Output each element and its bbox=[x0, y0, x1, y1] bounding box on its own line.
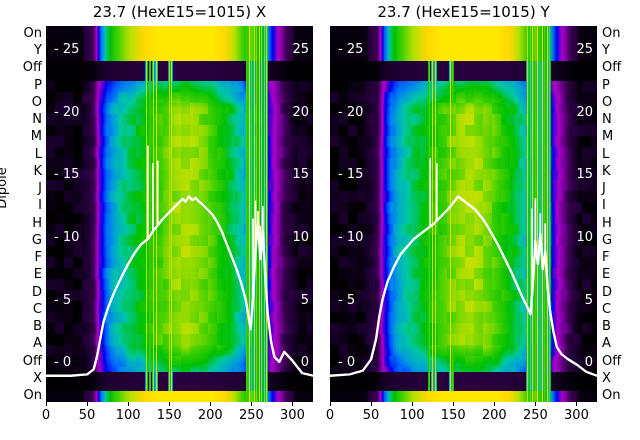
category-axis-left: On Y Off P O N M L K J I H G F E D C B A Off X On bbox=[4, 26, 44, 402]
category-label-x-20: X bbox=[602, 370, 611, 386]
category-label-g-12: G bbox=[602, 232, 613, 248]
x-tick-x-200 bbox=[210, 402, 212, 406]
category-label-p-3: P bbox=[34, 77, 42, 93]
x-tick-label-x-250: 250 bbox=[238, 408, 264, 423]
category-label-c-16: C bbox=[32, 301, 42, 317]
category-label-j-9: J bbox=[38, 181, 42, 197]
category-label-y-1: Y bbox=[34, 43, 42, 59]
x-tick-label-y-200: 200 bbox=[481, 408, 507, 423]
x-tick-y-50 bbox=[371, 402, 373, 406]
category-label-f-13: F bbox=[34, 250, 42, 266]
x-tick-y-150 bbox=[453, 402, 455, 406]
x-tick-x-50 bbox=[87, 402, 89, 406]
category-label-m-6: M bbox=[602, 129, 614, 145]
category-label-off-2: Off bbox=[602, 60, 622, 76]
x-tick-x-250 bbox=[251, 402, 253, 406]
category-label-c-16: C bbox=[602, 301, 612, 317]
category-label-i-10: I bbox=[38, 198, 42, 214]
category-label-n-5: N bbox=[32, 112, 42, 128]
category-label-on-0: On bbox=[23, 26, 42, 41]
x-tick-y-300 bbox=[576, 402, 578, 406]
category-label-f-13: F bbox=[602, 250, 610, 266]
category-label-a-18: A bbox=[33, 336, 42, 352]
category-axis-right: On Y Off P O N M L K J I H G F E D C B A Off X On bbox=[598, 26, 638, 402]
x-tick-y-0 bbox=[330, 402, 331, 406]
category-label-a-18: A bbox=[602, 336, 611, 352]
category-label-on-21: On bbox=[602, 388, 621, 403]
category-label-b-17: B bbox=[602, 319, 611, 335]
category-label-b-17: B bbox=[33, 319, 42, 335]
category-label-n-5: N bbox=[602, 112, 612, 128]
x-tick-y-250 bbox=[535, 402, 537, 406]
x-tick-label-x-150: 150 bbox=[156, 408, 182, 423]
category-label-i-10: I bbox=[602, 198, 606, 214]
x-tick-label-x-50: 50 bbox=[78, 408, 96, 423]
category-label-p-3: P bbox=[602, 77, 610, 93]
category-label-g-12: G bbox=[31, 232, 42, 248]
x-tick-label-y-0: 0 bbox=[325, 408, 335, 423]
category-label-j-9: J bbox=[602, 181, 606, 197]
x-axis-left: 0 50 100 150 200 250 300 bbox=[42, 402, 313, 432]
heatmap-panel-y[interactable]: 25 20 15 10 5 0- 25- 20- 15- 10- 5- 0 bbox=[330, 26, 597, 402]
category-label-x-20: X bbox=[33, 370, 42, 386]
x-tick-label-y-150: 150 bbox=[440, 408, 466, 423]
heatmap-image-x bbox=[46, 26, 313, 402]
category-label-on-21: On bbox=[23, 388, 42, 403]
category-label-l-7: L bbox=[602, 146, 610, 162]
category-label-h-11: H bbox=[602, 215, 612, 231]
category-label-off-19: Off bbox=[22, 353, 42, 369]
x-tick-label-x-0: 0 bbox=[41, 408, 51, 423]
category-label-d-15: D bbox=[31, 284, 42, 300]
x-tick-x-150 bbox=[169, 402, 171, 406]
category-label-l-7: L bbox=[34, 146, 42, 162]
x-tick-y-200 bbox=[494, 402, 496, 406]
category-label-e-14: E bbox=[33, 267, 42, 283]
category-label-o-4: O bbox=[602, 94, 613, 110]
x-tick-y-100 bbox=[412, 402, 414, 406]
category-label-h-11: H bbox=[32, 215, 42, 231]
x-tick-label-y-50: 50 bbox=[362, 408, 380, 423]
category-label-on-0: On bbox=[602, 26, 621, 41]
heatmap-image-y bbox=[330, 26, 597, 402]
category-label-k-8: K bbox=[33, 163, 42, 179]
x-tick-label-x-100: 100 bbox=[115, 408, 141, 423]
category-label-off-19: Off bbox=[602, 353, 622, 369]
x-tick-x-100 bbox=[128, 402, 130, 406]
x-tick-label-x-200: 200 bbox=[197, 408, 223, 423]
category-label-o-4: O bbox=[31, 94, 42, 110]
category-label-d-15: D bbox=[602, 284, 613, 300]
x-tick-label-y-100: 100 bbox=[399, 408, 425, 423]
category-label-k-8: K bbox=[602, 163, 611, 179]
x-tick-label-y-250: 250 bbox=[522, 408, 548, 423]
x-tick-x-300 bbox=[292, 402, 294, 406]
x-tick-x-0 bbox=[46, 402, 47, 406]
panel-title-right: 23.7 (HexE15=1015) Y bbox=[377, 3, 550, 21]
x-tick-label-y-300: 300 bbox=[564, 408, 589, 423]
x-tick-label-x-300: 300 bbox=[280, 408, 305, 423]
category-label-y-1: Y bbox=[602, 43, 610, 59]
category-label-m-6: M bbox=[30, 129, 42, 145]
panel-title-left: 23.7 (HexE15=1015) X bbox=[92, 3, 267, 21]
category-label-off-2: Off bbox=[22, 60, 42, 76]
x-axis-right: 0 50 100 150 200 250 300 bbox=[326, 402, 597, 432]
heatmap-panel-x[interactable]: - 25- 20- 15- 10- 5- 0 25 20 15 10 5 0 bbox=[46, 26, 313, 402]
category-label-e-14: E bbox=[602, 267, 611, 283]
